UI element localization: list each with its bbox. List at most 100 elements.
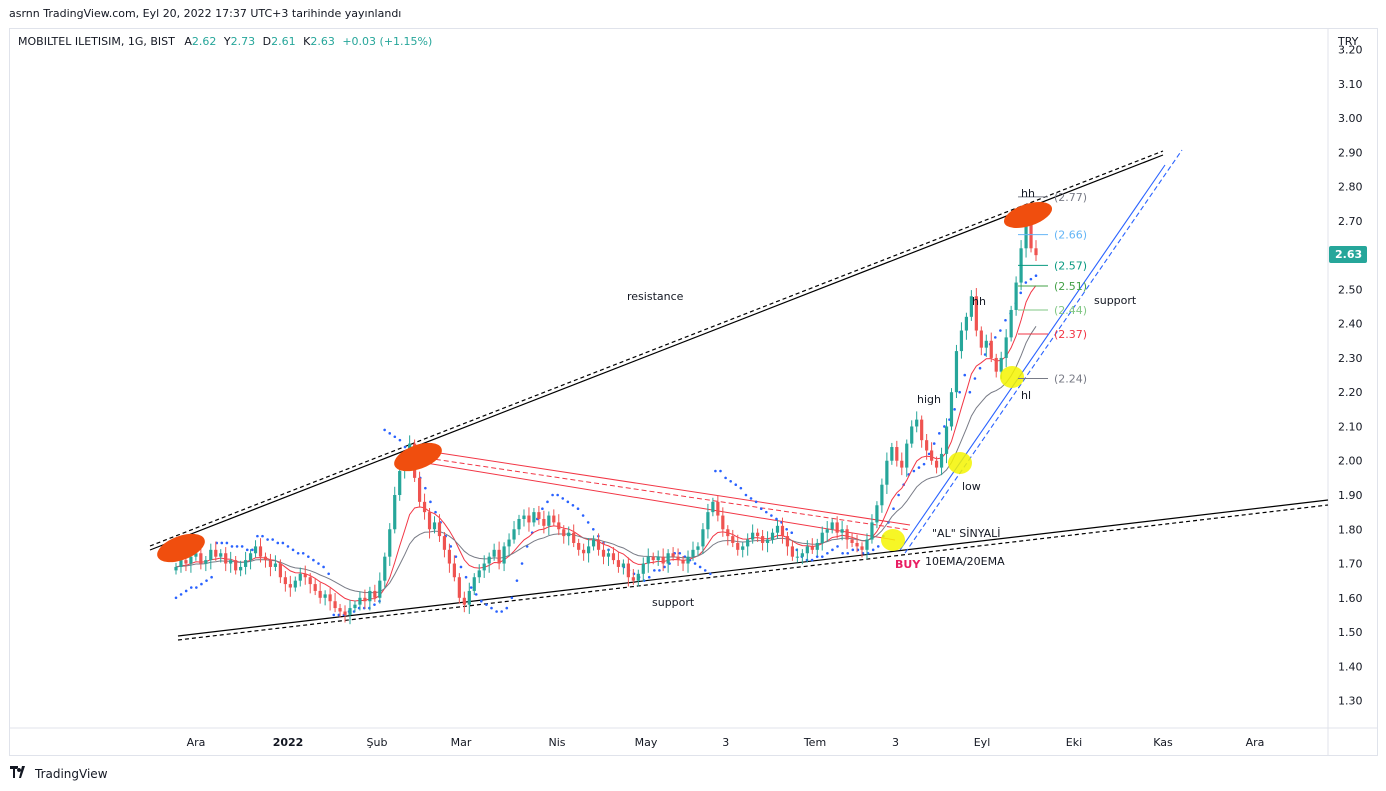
candle — [691, 541, 695, 561]
price-tick-2.90: 2.90 — [1338, 146, 1363, 159]
candle — [263, 552, 268, 568]
candle — [204, 555, 208, 572]
annotation-ema: 10EMA/20EMA — [925, 555, 1005, 568]
candle — [696, 542, 700, 556]
sar-dot — [296, 551, 300, 555]
sar-dot — [749, 497, 753, 500]
candle — [905, 439, 909, 477]
support-line[interactable] — [177, 499, 1329, 637]
candle — [860, 542, 864, 558]
candle — [253, 540, 258, 558]
sar-dot — [938, 432, 941, 435]
candle — [467, 582, 471, 614]
sar-dot — [469, 586, 473, 589]
candle — [805, 540, 809, 563]
candle — [711, 497, 715, 517]
candle — [601, 541, 606, 565]
price-level-label-1: (2.66) — [1054, 229, 1087, 242]
annotation-al-sinyali: "AL" SİNYALİ — [932, 527, 1001, 540]
sar-dot — [485, 603, 488, 606]
candle — [820, 526, 824, 551]
sar-dot — [576, 507, 580, 511]
annotation-hh: hh — [972, 295, 986, 308]
chart-frame[interactable] — [9, 28, 1378, 756]
sar-dot — [764, 510, 768, 514]
sar-dot — [714, 469, 717, 473]
time-tick-8: 3 — [892, 736, 899, 749]
price-axis[interactable]: TRY 3.203.103.002.902.802.702.602.502.40… — [1337, 35, 1363, 708]
time-axis[interactable]: Ara 2022 Şub Mar Nis May 3 Tem 3 Eyl Eki Kas Ara — [187, 736, 1265, 749]
price-tick-2.70: 2.70 — [1338, 215, 1363, 228]
candle — [502, 542, 506, 572]
candle — [651, 552, 655, 565]
sar-dot — [932, 442, 936, 445]
red-trend-upper[interactable] — [419, 449, 911, 526]
candle — [880, 478, 884, 513]
sar-dot — [332, 613, 336, 617]
sar-dot — [474, 593, 478, 596]
candle — [437, 514, 442, 542]
tradingview-icon — [10, 766, 30, 782]
resistance-line[interactable] — [149, 154, 1164, 551]
red-trend-lower[interactable] — [419, 461, 896, 541]
legend-change: +0.03 (+1.15%) — [342, 35, 433, 48]
tradingview-logo[interactable]: TradingView — [10, 766, 108, 782]
sar-dot — [398, 438, 402, 442]
annotation-support-right: support — [1094, 294, 1137, 307]
time-tick-2: Şub — [367, 736, 388, 749]
candle — [239, 560, 243, 577]
price-tick-3.00: 3.00 — [1338, 112, 1363, 125]
sar-dot — [230, 545, 234, 548]
candle — [572, 524, 576, 548]
sar-dot — [734, 483, 738, 487]
blue-support-line[interactable] — [899, 164, 1166, 551]
candle — [537, 505, 541, 525]
price-level-label-5: (2.37) — [1054, 328, 1087, 341]
sar-dot — [658, 569, 661, 572]
sar-dot — [251, 548, 254, 552]
sar-dot — [581, 514, 585, 517]
sar-dot — [495, 610, 498, 613]
candle — [780, 517, 785, 544]
candle — [606, 549, 611, 566]
sar-dot — [307, 555, 310, 558]
time-tick-4: Nis — [548, 736, 565, 749]
sar-dot — [836, 545, 839, 548]
blue-support-line-dashed[interactable] — [904, 149, 1183, 554]
support-line-dashed[interactable] — [177, 504, 1329, 641]
sar-dot — [312, 558, 315, 562]
sar-dot — [876, 545, 880, 548]
candle — [681, 555, 685, 572]
annotations: resistance support support hh hh high hl… — [627, 187, 1137, 609]
resistance-line-dashed[interactable] — [149, 150, 1164, 547]
candle — [557, 514, 561, 536]
candle — [532, 508, 536, 527]
sar-dot — [663, 565, 666, 569]
candle — [214, 541, 218, 561]
candle — [800, 549, 804, 565]
candle — [567, 526, 571, 546]
candle — [353, 600, 357, 613]
sar-dot — [286, 545, 290, 548]
sar-dot — [271, 538, 274, 541]
sar-dot — [515, 579, 519, 582]
red-trend-upper-dashed[interactable] — [419, 456, 911, 531]
candle — [845, 525, 849, 549]
candle — [944, 418, 949, 464]
annotation-buy: BUY — [895, 558, 921, 571]
sar-dot — [968, 390, 972, 394]
candle — [393, 486, 397, 534]
price-tick-1.70: 1.70 — [1338, 558, 1363, 571]
symbol-legend[interactable]: MOBILTEL ILETISIM, 1G, BIST A2.62 Y2.73 … — [18, 35, 436, 48]
candle — [432, 516, 437, 534]
legend-symbol: MOBILTEL ILETISIM, 1G, BIST — [18, 35, 175, 48]
sar-dot — [1024, 281, 1028, 284]
candle — [457, 573, 461, 604]
sar-dot — [729, 479, 732, 483]
candle — [741, 542, 745, 558]
candle — [224, 547, 228, 572]
legend-low: 2.61 — [271, 35, 296, 48]
candle — [542, 510, 546, 534]
time-tick-1: 2022 — [273, 736, 304, 749]
